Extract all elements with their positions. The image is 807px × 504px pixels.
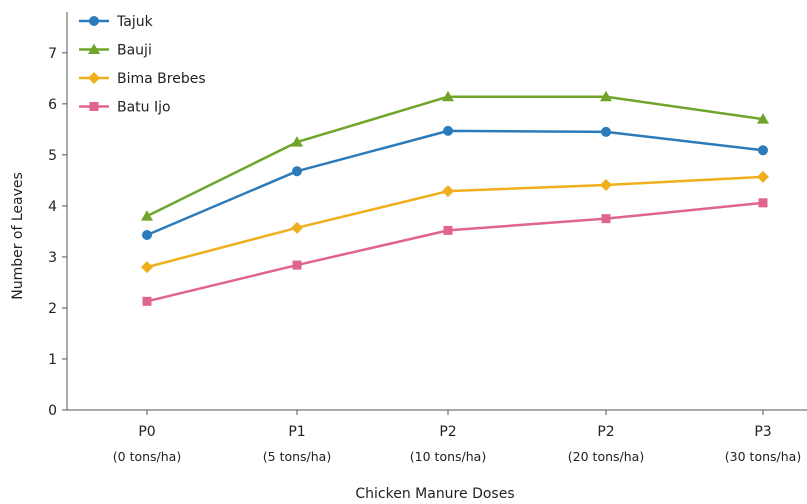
y-tick-label: 0 [48, 403, 57, 419]
series-line-tajuk [146, 129, 764, 237]
data-point-bima-brebes [600, 178, 612, 191]
legend-label: Batu Ijo [117, 100, 171, 116]
legend-marker [89, 16, 99, 26]
x-tick-sublabel: (30 tons/ha) [725, 449, 801, 464]
legend-marker [88, 43, 100, 54]
data-point-bauji [600, 90, 612, 102]
data-point-tajuk [443, 125, 453, 136]
x-tick-label: P1 [288, 424, 305, 440]
data-point-batu-ijo [292, 260, 302, 270]
y-tick-label: 4 [48, 199, 57, 215]
data-point-tajuk [601, 126, 611, 137]
y-ticks: 0 1 2 3 4 5 6 7 [48, 46, 67, 419]
legend-item-bima-brebes: Bima Brebes [79, 71, 206, 87]
data-point-bauji [141, 210, 153, 221]
data-point-batu-ijo [758, 198, 768, 208]
x-tick-label: P0 [138, 424, 155, 440]
x-tick-sublabel: (0 tons/ha) [113, 449, 181, 464]
x-ticks: P0 (0 tons/ha) P1 (5 tons/ha) P2 (10 tons/ha)… [113, 410, 801, 464]
data-point-batu-ijo [601, 214, 611, 224]
series-line-bauji [146, 95, 764, 218]
data-point-tajuk [292, 166, 302, 177]
data-point-bima-brebes [442, 185, 454, 198]
legend-marker [89, 102, 99, 111]
series-lines [146, 95, 764, 303]
legend: Tajuk Bauji Bima Brebes Batu Ijo [79, 14, 206, 116]
data-point-tajuk [142, 229, 152, 240]
data-point-bauji [757, 113, 769, 124]
series-line-batu-ijo [146, 201, 764, 303]
series-line-bima-brebes [146, 175, 764, 269]
x-tick-sublabel: (10 tons/ha) [410, 449, 486, 464]
y-tick-label: 7 [48, 46, 57, 62]
x-tick-sublabel: (20 tons/ha) [568, 449, 644, 464]
legend-marker [88, 72, 100, 84]
y-tick-label: 1 [48, 352, 57, 368]
data-point-bima-brebes [757, 170, 769, 183]
y-axis-title: Number of Leaves [10, 172, 26, 300]
legend-item-bauji: Bauji [79, 43, 152, 59]
legend-label: Tajuk [116, 14, 154, 30]
y-tick-label: 3 [48, 250, 57, 266]
y-tick-label: 6 [48, 97, 57, 113]
legend-item-batu-ijo: Batu Ijo [79, 100, 171, 116]
data-point-batu-ijo [142, 296, 152, 306]
x-tick-label: P3 [754, 424, 771, 440]
data-point-bauji [291, 136, 303, 147]
x-tick-sublabel: (5 tons/ha) [263, 449, 331, 464]
y-tick-label: 2 [48, 301, 57, 317]
data-point-bima-brebes [291, 221, 303, 234]
x-tick-label: P2 [597, 424, 614, 440]
y-tick-label: 5 [48, 148, 57, 164]
axes [66, 12, 807, 411]
data-point-batu-ijo [443, 225, 453, 235]
data-point-bima-brebes [141, 261, 153, 274]
data-point-tajuk [758, 145, 768, 156]
series-markers [141, 90, 769, 306]
legend-label: Bima Brebes [117, 71, 206, 87]
data-point-bauji [442, 90, 454, 102]
legend-item-tajuk: Tajuk [79, 14, 154, 30]
legend-label: Bauji [117, 43, 152, 59]
x-axis-title: Chicken Manure Doses [355, 486, 514, 502]
x-tick-label: P2 [439, 424, 456, 440]
